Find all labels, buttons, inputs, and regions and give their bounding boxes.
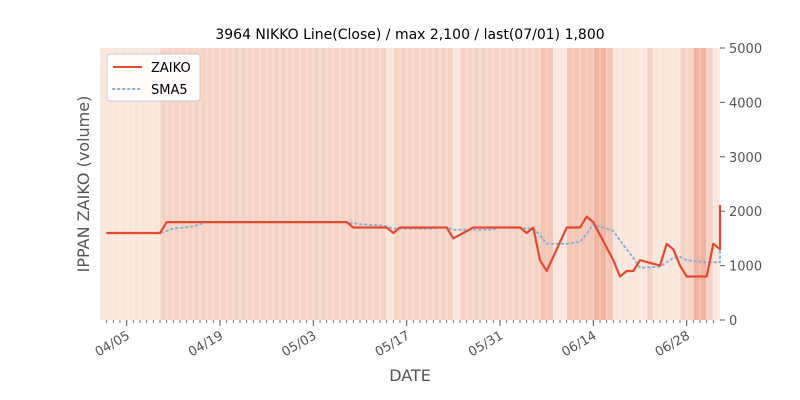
x-axis-title: DATE [389,366,431,385]
y-axis-title: IPPAN ZAIKO (volume) [74,96,93,273]
series-lines [105,204,722,278]
legend-label-sma5: SMA5 [151,83,188,98]
series-line-zaiko [106,204,722,278]
y-tick-label: 3000 [729,151,762,166]
x-tick-label: 04/19 [186,328,226,360]
background-band [680,48,694,320]
y-axis: 0 1000 2000 3000 4000 5000 [720,42,762,329]
y-tick-label: 5000 [729,42,762,57]
chart-title: 3964 NIKKO Line(Close) / max 2,100 / las… [215,27,604,43]
background-band [453,48,460,320]
background-band [713,48,720,320]
y-tick-label: 2000 [729,205,762,220]
x-tick-label: 04/05 [93,328,133,360]
background-band [606,48,614,320]
y-tick-label: 0 [729,314,737,329]
x-axis: 04/05 04/19 05/03 05/17 05/31 06/14 06/28 [93,320,714,360]
legend-label-zaiko: ZAIKO [151,61,191,76]
background-band [540,48,554,320]
background-band [393,48,454,320]
background-band [706,48,714,320]
x-tick-label: 06/14 [559,328,599,360]
background-band [460,48,540,320]
y-tick-label: 4000 [729,96,762,111]
x-tick-label: 05/31 [466,328,506,360]
background-band [653,48,680,320]
x-tick-label: 05/17 [373,328,413,360]
background-band [553,48,567,320]
background-band [566,48,594,320]
background-band [646,48,654,320]
background-band [320,48,387,320]
x-tick-label: 05/03 [279,328,319,360]
background-band [693,48,707,320]
background-band [386,48,394,320]
background-band [613,48,647,320]
x-tick-label: 06/28 [653,328,693,360]
y-tick-label: 1000 [729,260,762,275]
background-band [593,48,607,320]
legend: ZAIKO SMA5 [106,53,201,102]
